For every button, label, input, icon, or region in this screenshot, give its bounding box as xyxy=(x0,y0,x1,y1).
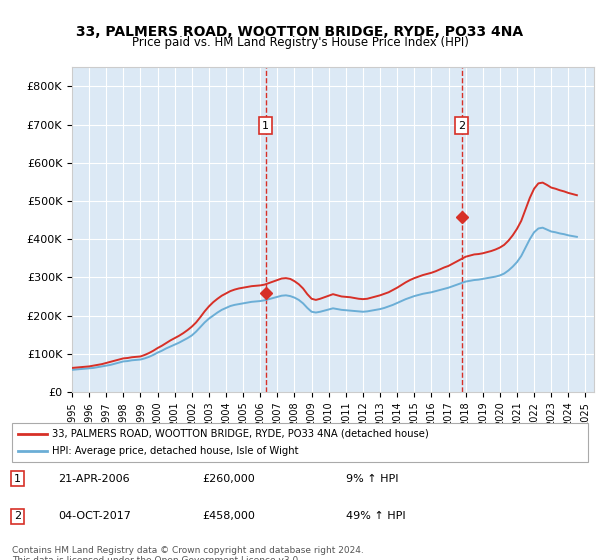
Text: 1: 1 xyxy=(14,474,21,484)
Text: 21-APR-2006: 21-APR-2006 xyxy=(58,474,130,484)
Text: 33, PALMERS ROAD, WOOTTON BRIDGE, RYDE, PO33 4NA (detached house): 33, PALMERS ROAD, WOOTTON BRIDGE, RYDE, … xyxy=(52,429,429,439)
Text: 1: 1 xyxy=(262,120,269,130)
Text: 33, PALMERS ROAD, WOOTTON BRIDGE, RYDE, PO33 4NA: 33, PALMERS ROAD, WOOTTON BRIDGE, RYDE, … xyxy=(76,25,524,39)
Text: £458,000: £458,000 xyxy=(202,511,255,521)
Text: 49% ↑ HPI: 49% ↑ HPI xyxy=(346,511,406,521)
Text: 04-OCT-2017: 04-OCT-2017 xyxy=(58,511,131,521)
Text: HPI: Average price, detached house, Isle of Wight: HPI: Average price, detached house, Isle… xyxy=(52,446,299,456)
Text: Contains HM Land Registry data © Crown copyright and database right 2024.
This d: Contains HM Land Registry data © Crown c… xyxy=(12,546,364,560)
Text: Price paid vs. HM Land Registry's House Price Index (HPI): Price paid vs. HM Land Registry's House … xyxy=(131,36,469,49)
FancyBboxPatch shape xyxy=(12,423,588,462)
Text: 9% ↑ HPI: 9% ↑ HPI xyxy=(346,474,398,484)
Text: 2: 2 xyxy=(458,120,465,130)
Text: £260,000: £260,000 xyxy=(202,474,255,484)
Text: 2: 2 xyxy=(14,511,22,521)
